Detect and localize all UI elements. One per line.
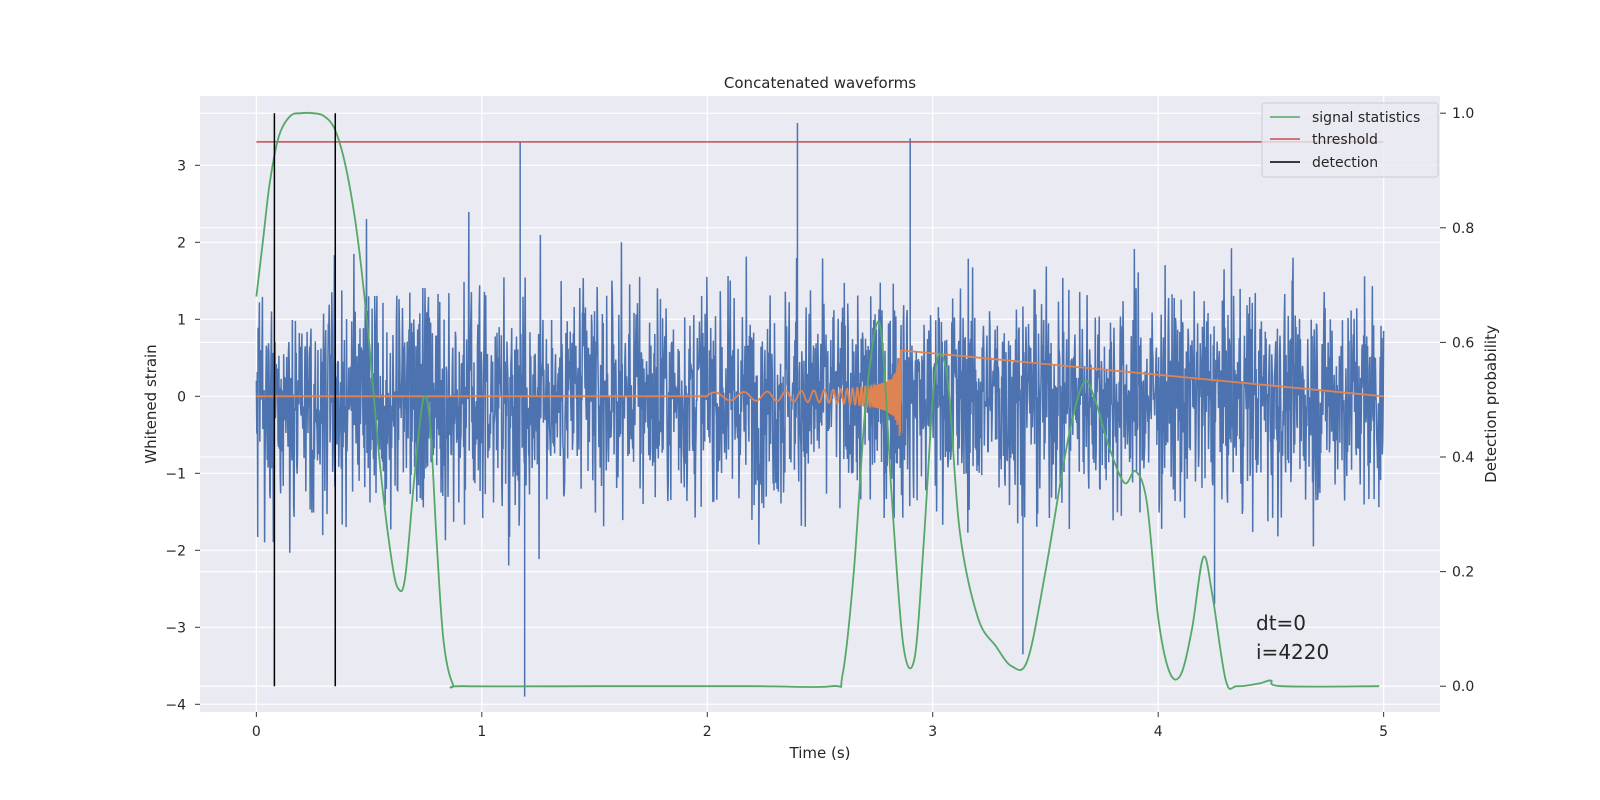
y-right-tick-label: 0.8 <box>1452 221 1474 237</box>
annotation-i: i=4220 <box>1256 640 1329 664</box>
data-layer <box>255 111 1385 697</box>
x-tick-label: 4 <box>1154 724 1163 740</box>
chart-title: Concatenated waveforms <box>724 74 916 92</box>
y-axis-label-right: Detection probability <box>1482 325 1500 483</box>
y-right-tick-label: 0.0 <box>1452 679 1474 695</box>
y-tick-label: 1 <box>177 312 186 328</box>
legend-label-signal-statistics: signal statistics <box>1312 110 1420 126</box>
y-axis-label-left: Whitened strain <box>142 344 160 463</box>
y-right-tick-label: 1.0 <box>1452 106 1474 122</box>
y-tick-label: 3 <box>177 158 186 174</box>
legend-box <box>1261 102 1439 178</box>
y-tick-label: −3 <box>165 620 186 636</box>
y-tick-label: −2 <box>165 543 186 559</box>
x-tick-label: 1 <box>477 724 486 740</box>
legend: signal statistics threshold detection <box>1261 102 1439 178</box>
axes-layer: 0 1 2 3 4 5 −4 −3 −2 −1 0 1 2 3 0.0 0.2 0.4 0.6 0.8 1.0 <box>165 106 1474 740</box>
y-right-tick-label: 0.2 <box>1452 565 1474 581</box>
x-tick-label: 3 <box>928 724 937 740</box>
annotation-dt: dt=0 <box>1256 611 1306 635</box>
x-axis-label: Time (s) <box>789 744 851 762</box>
y-right-tick-label: 0.6 <box>1452 335 1474 351</box>
x-tick-label: 2 <box>703 724 712 740</box>
y-tick-label: −1 <box>165 466 186 482</box>
series-whitened-strain <box>255 122 1385 697</box>
series-injected-waveform <box>256 349 1384 436</box>
legend-label-detection: detection <box>1312 155 1378 171</box>
y-tick-label: 0 <box>177 389 186 405</box>
x-tick-label: 5 <box>1379 724 1388 740</box>
y-right-tick-label: 0.4 <box>1452 450 1474 466</box>
y-tick-label: 2 <box>177 235 186 251</box>
legend-label-threshold: threshold <box>1312 132 1378 148</box>
y-tick-label: −4 <box>165 697 186 713</box>
series-signal-statistics <box>255 111 1380 690</box>
x-tick-label: 0 <box>252 724 261 740</box>
